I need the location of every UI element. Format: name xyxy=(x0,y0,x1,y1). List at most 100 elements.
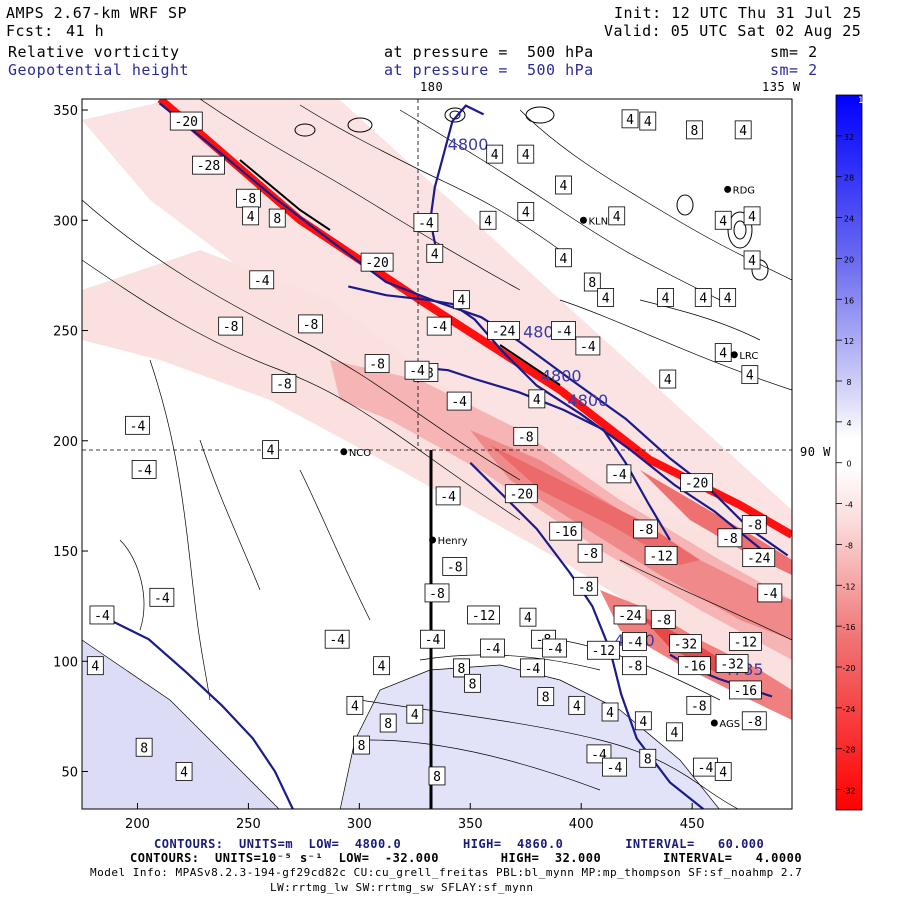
colorbar-tick-label: -4 xyxy=(845,501,853,510)
contour-label-box xyxy=(424,583,450,603)
contour-label: -4 xyxy=(254,274,270,289)
contour-label-box xyxy=(575,336,601,356)
contour-label-box xyxy=(686,695,712,715)
contour-label: 4 xyxy=(247,210,255,225)
contour-label-box xyxy=(549,521,583,541)
contour-label: 4 xyxy=(560,252,568,267)
contour-label: -12 xyxy=(592,644,615,659)
contour-label-box xyxy=(694,288,712,307)
contour-label-box xyxy=(601,702,619,722)
x-tick-label: 450 xyxy=(680,817,705,832)
contour-label-box xyxy=(729,632,762,651)
contour-label: 4 xyxy=(602,291,610,306)
height-contour xyxy=(103,616,294,809)
contour-label: -12 xyxy=(734,635,757,650)
colorbar-tick-label: 16 xyxy=(844,296,854,305)
jet-core xyxy=(239,159,331,231)
contour-label: 4 xyxy=(524,611,532,626)
contour-label-box xyxy=(685,120,703,140)
y-tick-label: 200 xyxy=(53,435,78,450)
contour-label-box xyxy=(741,711,767,731)
contour-labels: -20-28-8-4-8-8-20-4-4-24-4-8-8-8-4-4-4-4… xyxy=(86,109,783,786)
colorbar-tick-label: 28 xyxy=(844,174,854,183)
noise-contours xyxy=(82,99,792,809)
contour-label: -8 xyxy=(582,547,598,562)
contour-label-box xyxy=(621,109,639,129)
contour-label-box xyxy=(262,440,279,459)
contour-label-box xyxy=(715,654,749,673)
model-title: AMPS 2.67-km WRF SP xyxy=(6,4,188,22)
contour-label: -28 xyxy=(197,159,220,174)
y-tick-label: 350 xyxy=(53,104,78,119)
contour-label-box xyxy=(420,629,445,649)
contour-label: -4 xyxy=(136,463,152,478)
colorbar-tick-label: 12 xyxy=(844,337,854,346)
y-tick-label: 150 xyxy=(53,545,78,560)
contour-label-box xyxy=(742,548,776,568)
contour-label: 4 xyxy=(724,291,732,306)
contour-label: -4 xyxy=(580,340,596,355)
contour-label: -16 xyxy=(734,684,757,699)
colorbar-tick-label: -12 xyxy=(842,582,855,591)
contour-label-box xyxy=(373,656,390,676)
contour-label: -20 xyxy=(365,256,388,271)
contour-label: 8 xyxy=(588,276,596,291)
field1-sm: sm= 2 xyxy=(770,43,818,61)
contour-label: 4 xyxy=(719,214,727,229)
contour-label: -4 xyxy=(451,395,467,410)
y-tick-label: 50 xyxy=(61,766,78,781)
contour-label-box xyxy=(555,175,572,195)
contour-label: -32 xyxy=(674,638,697,653)
contour-label: -4 xyxy=(130,419,146,434)
contour-label: -8 xyxy=(518,430,534,445)
contour-label-box xyxy=(568,695,586,715)
contour-label: -8 xyxy=(746,519,762,534)
contour-label-box xyxy=(743,206,761,226)
contour-label-box xyxy=(644,546,678,565)
contour-label-box xyxy=(149,587,175,607)
contour-label: 4 xyxy=(351,699,359,714)
colorbar xyxy=(835,94,863,811)
contour-label-box xyxy=(677,656,711,676)
contour-label: 4 xyxy=(267,444,275,459)
contour-label-box xyxy=(608,206,626,226)
contour-label: -8 xyxy=(303,318,319,333)
colorbar-ticks: 32 28 24 20 16 12 8 4 0 -4 -8 -12 -16 -20 -24 -28 -32 xyxy=(836,133,856,796)
contour-label: -20 xyxy=(685,477,708,492)
jet-core xyxy=(499,344,561,386)
station-marker xyxy=(710,719,718,727)
contour-label: 4 xyxy=(746,369,754,384)
contour-label: 4 xyxy=(664,373,672,388)
contour-label-box xyxy=(634,711,652,731)
contour-label: 4 xyxy=(748,210,756,225)
contour-label-box xyxy=(669,634,702,654)
contour-label: 8 xyxy=(690,124,698,139)
contour-label-box xyxy=(583,272,601,292)
contour-label: -4 xyxy=(547,642,563,657)
contour-label-box xyxy=(714,210,732,230)
contour-label: -20 xyxy=(175,115,198,130)
station-label: Henry xyxy=(438,536,468,547)
contour-label-box xyxy=(719,288,737,307)
contour-label: -8 xyxy=(223,320,239,335)
colorbar-tick-label: 32 xyxy=(844,133,854,142)
contour-label: -4 xyxy=(431,320,447,335)
contour-label-box xyxy=(131,460,157,479)
footer-model-info-2: LW:rrtmg_lw SW:rrtmg_sw SFLAY:sf_mynn xyxy=(270,881,534,894)
field-layer: 480048004800480048004785 -20-28-8-4-8-8-… xyxy=(82,99,792,809)
contour-label: -4 xyxy=(154,591,170,606)
contour-label-box xyxy=(346,695,364,715)
contour-label-box xyxy=(714,343,732,362)
y-axis: 50 100 150 200 250 300 350 xyxy=(53,104,88,781)
contour-label-box xyxy=(379,713,397,733)
contour-label-box xyxy=(633,519,658,539)
field2-sm: sm= 2 xyxy=(770,61,818,79)
y-tick-label: 250 xyxy=(53,325,78,340)
contour-label-box xyxy=(298,314,323,334)
contour-label-box xyxy=(249,270,275,290)
contour-label-box xyxy=(324,629,350,649)
contour-label-box xyxy=(364,354,390,373)
contour-label: -4 xyxy=(425,633,441,648)
contour-label-box xyxy=(406,704,424,724)
contour-label-box xyxy=(666,722,683,742)
